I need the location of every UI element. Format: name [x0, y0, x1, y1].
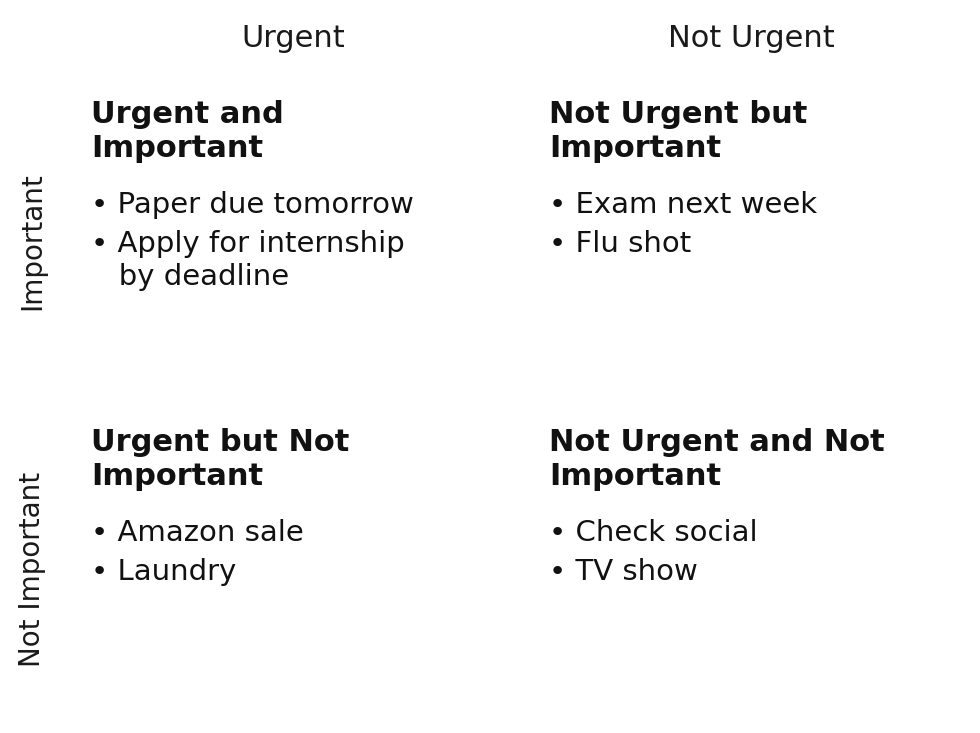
Text: Urgent and
Important: Urgent and Important — [91, 100, 284, 163]
Text: Not Urgent and Not
Important: Not Urgent and Not Important — [550, 428, 885, 490]
Text: Not Urgent: Not Urgent — [667, 24, 834, 53]
Text: • Amazon sale: • Amazon sale — [91, 519, 304, 547]
Text: Urgent but Not
Important: Urgent but Not Important — [91, 428, 350, 490]
Text: • Exam next week: • Exam next week — [550, 191, 817, 218]
Text: • Flu shot: • Flu shot — [550, 230, 692, 258]
Text: Urgent: Urgent — [241, 24, 345, 53]
Text: • Laundry: • Laundry — [91, 558, 236, 586]
Text: • Paper due tomorrow: • Paper due tomorrow — [91, 191, 415, 218]
Text: Important: Important — [18, 172, 46, 310]
Text: • Check social: • Check social — [550, 519, 758, 547]
Text: • Apply for internship
   by deadline: • Apply for internship by deadline — [91, 230, 405, 290]
Text: • TV show: • TV show — [550, 558, 698, 586]
Text: Not Important: Not Important — [18, 471, 46, 666]
Text: Not Urgent but
Important: Not Urgent but Important — [550, 100, 808, 163]
